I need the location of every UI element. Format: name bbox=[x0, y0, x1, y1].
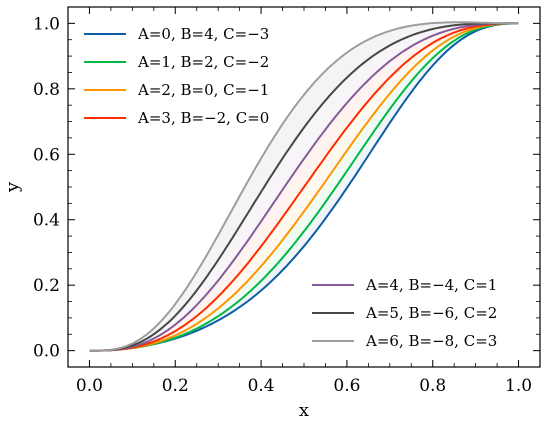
y-tick-label: 0.4 bbox=[33, 211, 60, 231]
series-line-5 bbox=[89, 22, 519, 352]
legend-label: A=5, B=−6, C=2 bbox=[365, 304, 497, 322]
y-tick-label: 0.2 bbox=[33, 276, 60, 296]
axis-ticks bbox=[67, 7, 540, 368]
x-tick-label: 0.4 bbox=[248, 376, 275, 396]
x-tick-label: 0.2 bbox=[162, 376, 189, 396]
y-tick-label: 0.8 bbox=[33, 80, 60, 100]
legend-label: A=1, B=2, C=−2 bbox=[137, 53, 269, 71]
legend-label: A=2, B=0, C=−1 bbox=[137, 81, 269, 99]
x-tick-labels: 0.0 0.2 0.4 0.6 0.8 1.0 bbox=[76, 376, 532, 396]
legend-top-left: A=0, B=4, C=−3 A=1, B=2, C=−2 A=2, B=0, C=… bbox=[84, 25, 269, 127]
series-line-1 bbox=[89, 22, 519, 352]
series-line-4 bbox=[89, 22, 519, 352]
x-tick-label: 0.0 bbox=[76, 376, 103, 396]
series-lines bbox=[89, 21, 519, 352]
y-tick-labels: 0.0 0.2 0.4 0.6 0.8 1.0 bbox=[33, 14, 60, 361]
series-line-3 bbox=[89, 22, 519, 352]
x-axis-label: x bbox=[299, 400, 309, 421]
series-line-2 bbox=[89, 22, 519, 352]
series-line-6 bbox=[89, 21, 519, 352]
legend-label: A=0, B=4, C=−3 bbox=[137, 25, 269, 43]
legend-label: A=6, B=−8, C=3 bbox=[365, 332, 497, 350]
y-axis-label: y bbox=[2, 181, 23, 193]
y-tick-label: 0.6 bbox=[33, 145, 60, 165]
legend-bottom-right: A=4, B=−4, C=1 A=5, B=−6, C=2 A=6, B=−8, C… bbox=[312, 276, 497, 350]
x-tick-label: 0.8 bbox=[419, 376, 446, 396]
legend-label: A=4, B=−4, C=1 bbox=[365, 276, 497, 294]
x-tick-label: 1.0 bbox=[505, 376, 532, 396]
legend-label: A=3, B=−2, C=0 bbox=[137, 109, 269, 127]
x-tick-label: 0.6 bbox=[333, 376, 360, 396]
y-tick-label: 0.0 bbox=[33, 342, 60, 362]
y-tick-label: 1.0 bbox=[33, 14, 60, 34]
